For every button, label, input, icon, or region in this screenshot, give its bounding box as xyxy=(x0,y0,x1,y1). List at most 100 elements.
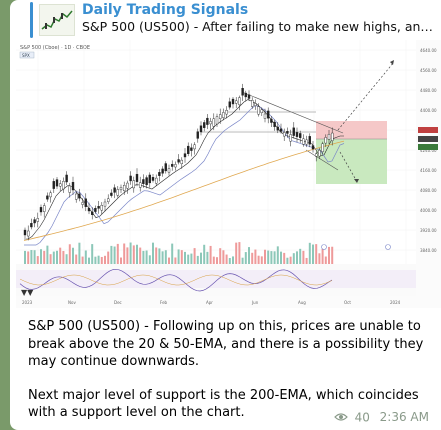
risk-zone xyxy=(316,121,387,139)
reply-thumbnail xyxy=(39,4,75,36)
candle xyxy=(222,112,225,118)
volume-bar xyxy=(27,251,30,264)
candle xyxy=(113,187,116,193)
candle xyxy=(315,153,318,157)
volume-bar xyxy=(33,250,36,264)
volume-bar xyxy=(238,242,241,264)
volume-bar xyxy=(62,250,65,264)
candle xyxy=(273,121,276,127)
volume-bar xyxy=(59,247,62,264)
volume-bar xyxy=(200,252,202,264)
volume-bar xyxy=(104,255,106,264)
price-chart: S&P 500 (Cboe) · 1D · CBOE SPX xyxy=(16,40,441,308)
candle xyxy=(110,192,113,196)
volume-bar xyxy=(324,256,327,264)
candle xyxy=(132,180,136,189)
volume-bar xyxy=(180,250,183,264)
candle xyxy=(180,159,184,165)
volume-bar xyxy=(184,251,186,264)
candle xyxy=(90,211,94,215)
candle xyxy=(234,100,238,104)
volume-bar xyxy=(241,257,244,264)
candle xyxy=(170,163,174,167)
volume-bar xyxy=(171,243,174,264)
volume-bar xyxy=(123,243,126,264)
volume-bar xyxy=(94,256,97,264)
candle xyxy=(212,118,216,127)
candle xyxy=(100,204,104,211)
volume-bar xyxy=(148,255,151,264)
volume-bar xyxy=(190,253,193,264)
volume-bars xyxy=(24,242,334,264)
candle xyxy=(231,98,235,105)
price-tick-label: 4480.00 xyxy=(420,88,437,93)
views-eye-icon xyxy=(333,413,348,421)
candle xyxy=(257,106,260,115)
volume-bar xyxy=(174,257,177,264)
candle xyxy=(190,147,193,151)
volume-bar xyxy=(161,251,164,264)
time-tick-label: Aug xyxy=(298,300,306,305)
candle xyxy=(270,118,273,123)
volume-bar xyxy=(88,257,90,264)
candle xyxy=(158,172,161,176)
volume-bar xyxy=(68,244,71,264)
reply-snippet: S&P 500 (US500) - After failing to make … xyxy=(82,19,440,34)
reply-preview[interactable]: Daily Trading Signals S&P 500 (US500) - … xyxy=(30,2,440,38)
reply-accent-bar xyxy=(30,2,33,38)
candle xyxy=(154,177,158,184)
candle xyxy=(78,193,81,199)
candle xyxy=(36,218,39,222)
ema-200-line xyxy=(23,140,345,241)
candle xyxy=(186,145,190,154)
message-time: 2:36 AM xyxy=(379,410,429,424)
volume-bar xyxy=(212,256,215,264)
reply-title: Daily Trading Signals xyxy=(82,2,249,18)
volume-bar xyxy=(305,257,308,264)
candle xyxy=(33,219,36,224)
candle xyxy=(295,132,299,137)
volume-bar xyxy=(257,255,260,264)
volume-bar xyxy=(168,257,170,264)
candle xyxy=(129,175,132,182)
candle xyxy=(55,179,59,187)
volume-bar xyxy=(296,251,298,264)
volume-bar xyxy=(116,243,119,264)
candle xyxy=(145,177,148,186)
chart-image[interactable]: S&P 500 (Cboe) · 1D · CBOE SPX xyxy=(16,40,441,308)
volume-bar xyxy=(120,257,122,264)
tradingview-logo-icon: ▼▼ xyxy=(21,288,34,297)
candle xyxy=(23,229,27,236)
candle xyxy=(167,168,171,173)
candle xyxy=(26,230,30,237)
volume-bar xyxy=(36,256,39,264)
candle xyxy=(138,182,142,188)
volume-bar xyxy=(46,245,49,264)
candle xyxy=(321,143,324,152)
price-tick-label: 4640.00 xyxy=(420,48,437,53)
candle xyxy=(263,113,267,119)
volume-bar xyxy=(129,242,132,264)
volume-bar xyxy=(49,254,52,264)
volume-bar xyxy=(286,257,289,264)
candle xyxy=(279,128,283,132)
volume-bar xyxy=(84,250,87,264)
volume-bar xyxy=(206,251,209,264)
candle xyxy=(244,92,248,98)
time-tick-label: Dec xyxy=(114,300,122,305)
candle xyxy=(250,100,254,107)
volume-bar xyxy=(209,245,212,264)
volume-bar xyxy=(273,251,276,264)
message-bubble: Daily Trading Signals S&P 500 (US500) - … xyxy=(10,0,441,430)
message-text: S&P 500 (US500) - Following up on this, … xyxy=(28,318,433,430)
volume-bar xyxy=(292,253,295,264)
candle xyxy=(126,182,129,189)
rsi-line xyxy=(19,268,333,292)
candle xyxy=(59,183,62,187)
candle xyxy=(305,139,308,145)
time-tick-label: 2024 xyxy=(390,300,401,305)
candle xyxy=(199,125,203,133)
candle xyxy=(39,207,43,213)
candle xyxy=(177,159,180,163)
candle xyxy=(46,195,49,200)
